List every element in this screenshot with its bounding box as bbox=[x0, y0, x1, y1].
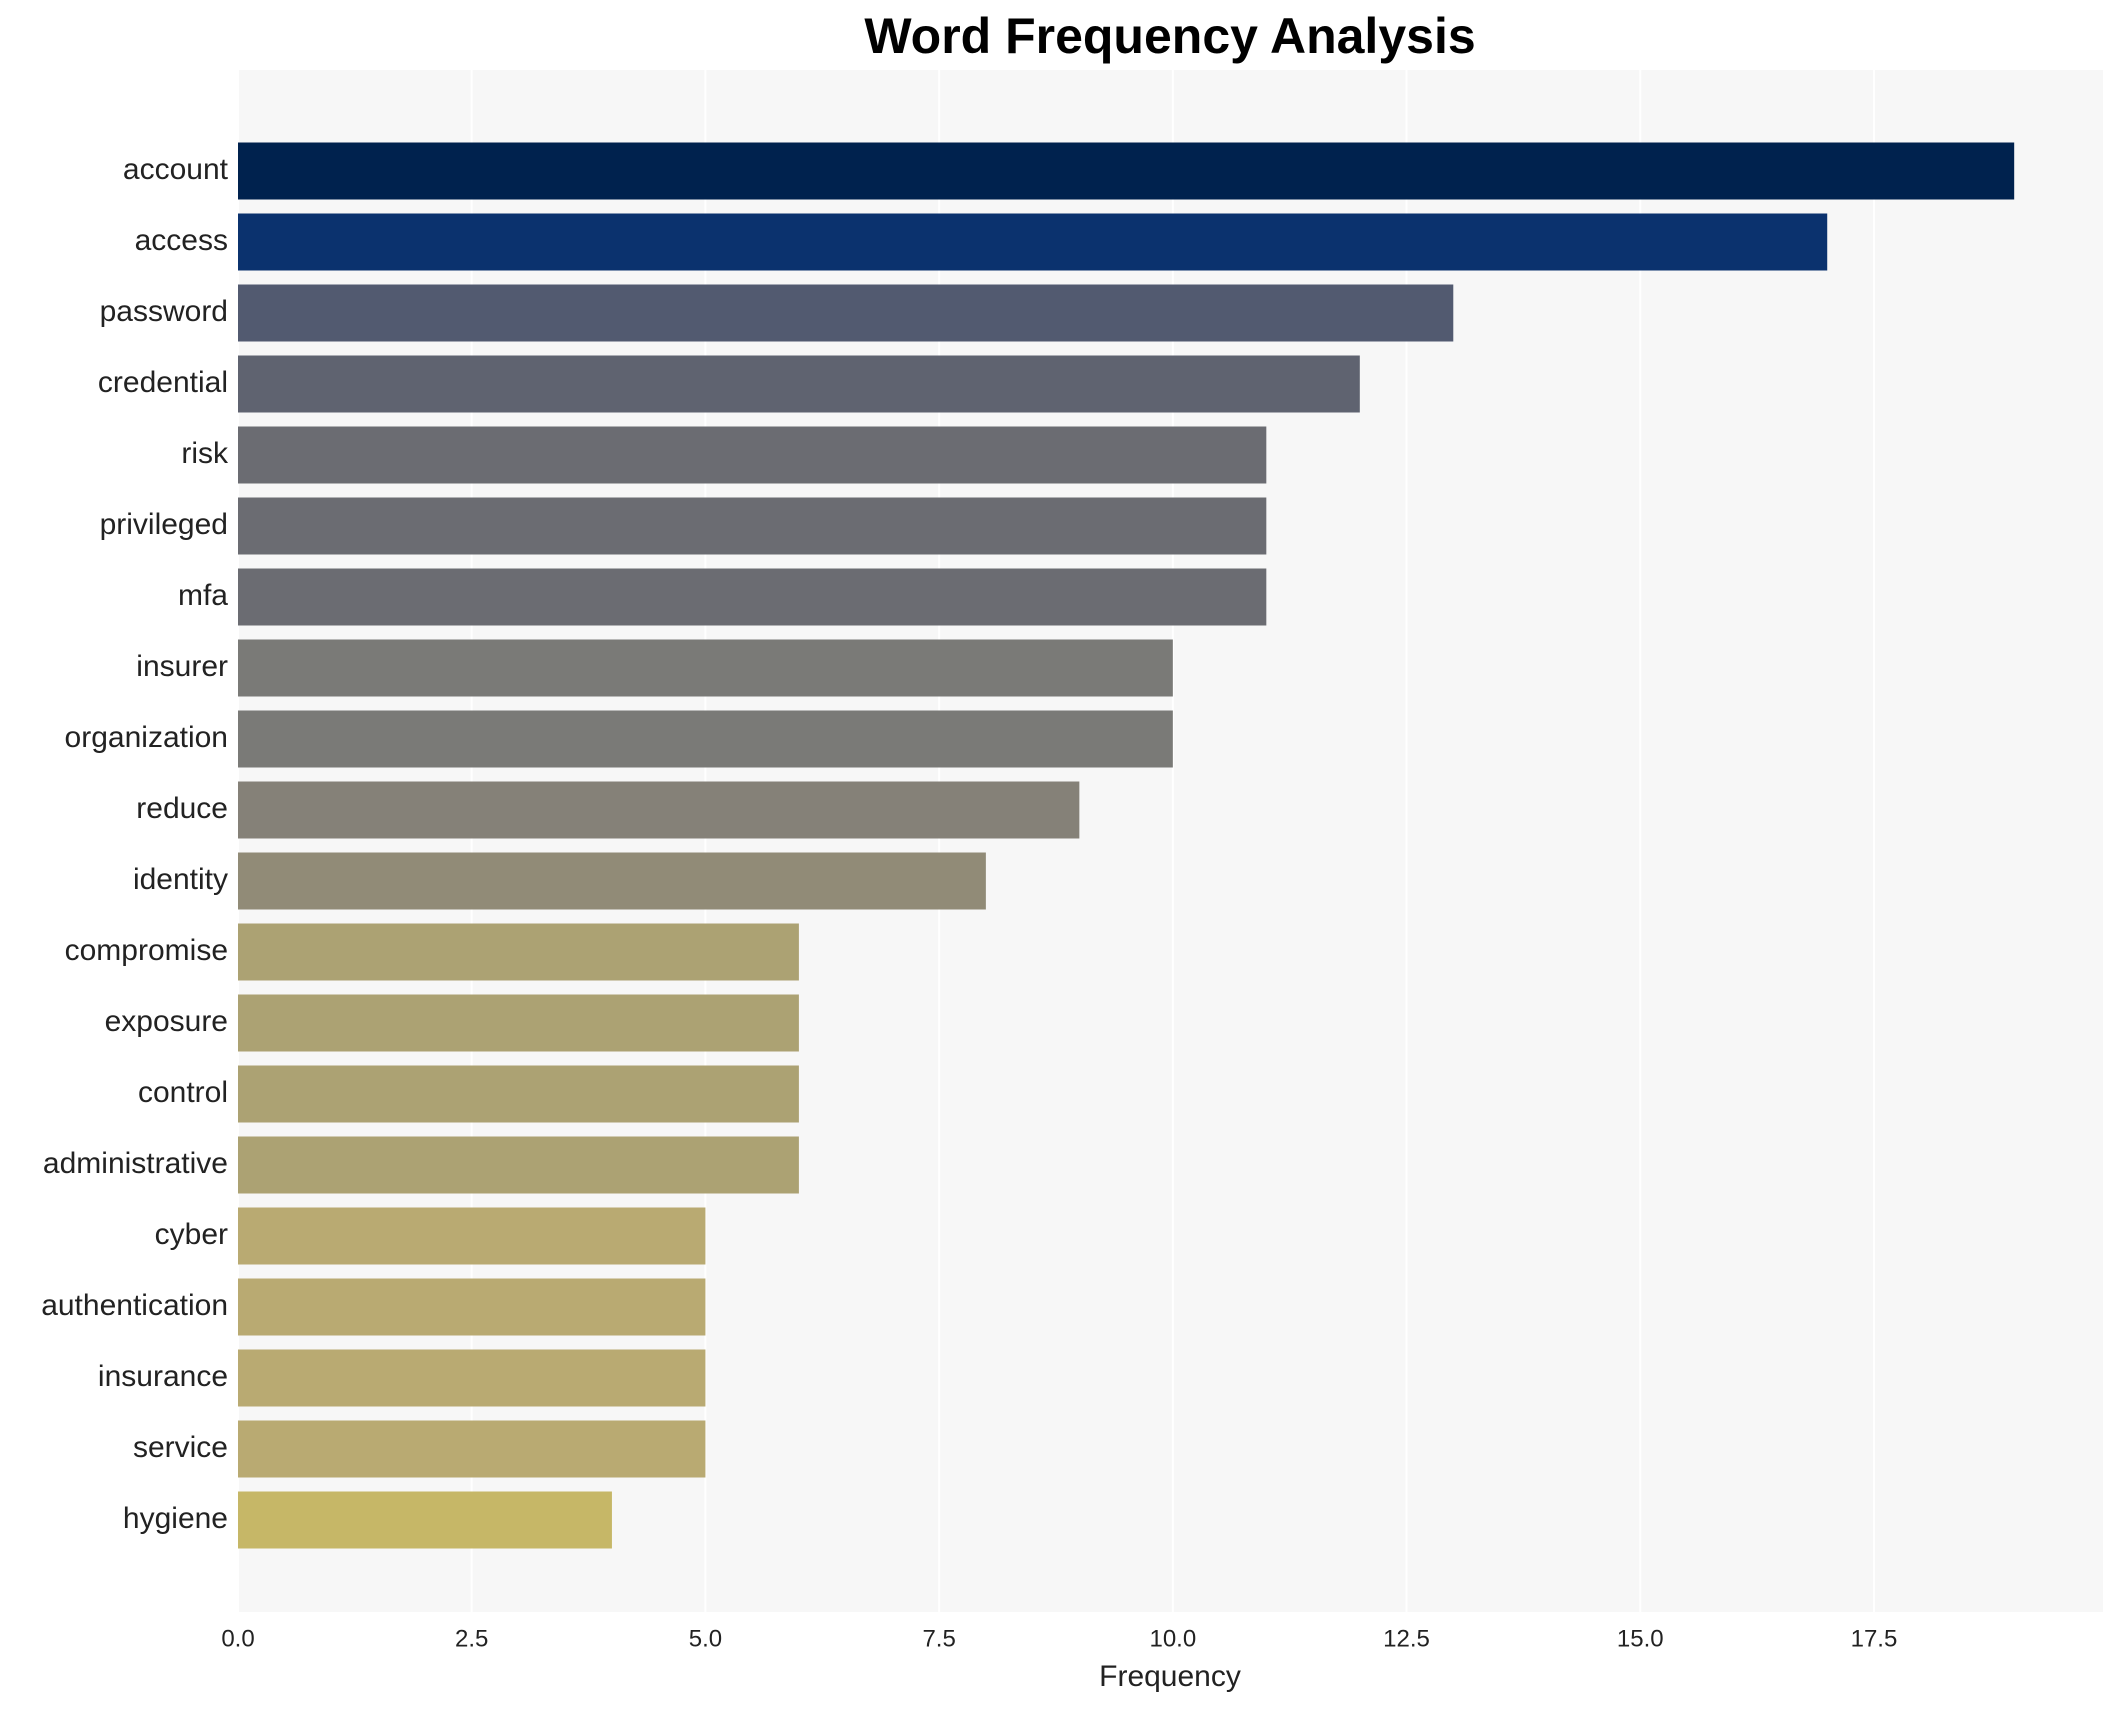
bar bbox=[238, 426, 1267, 484]
bar bbox=[238, 1207, 706, 1265]
bar bbox=[238, 852, 986, 910]
y-tick-label: cyber bbox=[155, 1218, 228, 1251]
bar bbox=[238, 568, 1267, 626]
x-tick-label: 5.0 bbox=[689, 1625, 722, 1652]
y-tick-label: mfa bbox=[178, 579, 228, 612]
x-axis-label: Frequency bbox=[1099, 1660, 1241, 1693]
x-tick-label: 17.5 bbox=[1851, 1625, 1898, 1652]
bar bbox=[238, 284, 1454, 342]
x-tick-label: 15.0 bbox=[1617, 1625, 1664, 1652]
y-tick-label: insurer bbox=[136, 650, 228, 683]
bar bbox=[238, 1278, 706, 1336]
y-tick-label: exposure bbox=[105, 1005, 228, 1038]
bar bbox=[238, 781, 1080, 839]
x-tick-label: 10.0 bbox=[1149, 1625, 1196, 1652]
y-tick-label: risk bbox=[181, 437, 229, 470]
y-tick-label: administrative bbox=[43, 1147, 228, 1180]
bar bbox=[238, 213, 1828, 271]
bar bbox=[238, 639, 1173, 697]
bar bbox=[238, 497, 1267, 555]
bar bbox=[238, 142, 2015, 200]
bar bbox=[238, 1136, 799, 1194]
y-tick-label: compromise bbox=[65, 934, 228, 967]
bar bbox=[238, 710, 1173, 768]
x-tick-label: 0.0 bbox=[221, 1625, 254, 1652]
bar bbox=[238, 355, 1360, 413]
chart-title: Word Frequency Analysis bbox=[864, 8, 1475, 64]
y-tick-label: authentication bbox=[41, 1289, 228, 1322]
y-tick-label: reduce bbox=[136, 792, 228, 825]
y-tick-label: organization bbox=[65, 721, 228, 754]
bar bbox=[238, 923, 799, 981]
y-tick-label: control bbox=[138, 1076, 228, 1109]
x-tick-label: 7.5 bbox=[922, 1625, 955, 1652]
bar bbox=[238, 1065, 799, 1123]
y-tick-label: privileged bbox=[100, 508, 228, 541]
y-tick-label: insurance bbox=[98, 1360, 228, 1393]
y-tick-label: credential bbox=[98, 366, 228, 399]
x-tick-label: 12.5 bbox=[1383, 1625, 1430, 1652]
y-tick-label: password bbox=[100, 295, 228, 328]
bar bbox=[238, 994, 799, 1052]
y-tick-label: identity bbox=[133, 863, 228, 896]
bar bbox=[238, 1349, 706, 1407]
y-tick-label: hygiene bbox=[123, 1502, 228, 1535]
y-tick-label: service bbox=[133, 1431, 228, 1464]
bar bbox=[238, 1491, 612, 1549]
x-tick-label: 2.5 bbox=[455, 1625, 488, 1652]
y-tick-label: access bbox=[135, 224, 228, 257]
y-tick-label: account bbox=[123, 153, 229, 186]
bar bbox=[238, 1420, 706, 1478]
